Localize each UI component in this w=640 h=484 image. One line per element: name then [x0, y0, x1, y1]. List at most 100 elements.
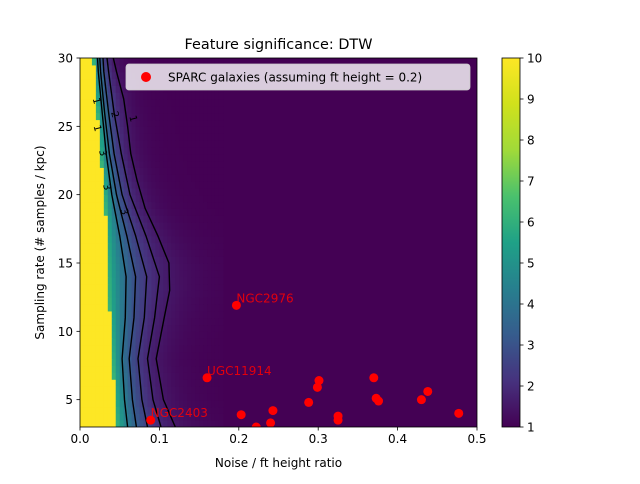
heatmap-cell [139, 358, 145, 367]
heatmap-cell [99, 297, 105, 305]
heatmap-cell [143, 133, 149, 141]
heatmap-cell [95, 92, 101, 100]
heatmap-cell [151, 386, 157, 394]
heatmap-cell [99, 358, 105, 367]
heatmap-cell [191, 283, 196, 291]
heatmap-cell [123, 242, 129, 250]
heatmap-cell [80, 358, 85, 367]
heatmap-cell [143, 119, 149, 127]
heatmap-cell [218, 338, 224, 346]
heatmap-cell [155, 256, 160, 264]
heatmap-cell [183, 99, 188, 107]
x-axis-label: Noise / ft height ratio [215, 456, 342, 470]
heatmap-cell [203, 174, 208, 182]
heatmap-cell [83, 222, 89, 230]
heatmap-cell [135, 174, 141, 182]
heatmap-cell [115, 304, 121, 312]
heatmap-cell [191, 297, 196, 305]
heatmap-cell [115, 379, 121, 387]
heatmap-cell [127, 235, 133, 244]
heatmap-cell [163, 249, 168, 257]
heatmap-cell [163, 283, 168, 291]
heatmap-cell [91, 208, 97, 216]
heatmap-cell [127, 324, 133, 332]
heatmap-cell [167, 146, 172, 155]
heatmap-cell [183, 208, 188, 216]
heatmap-cell [183, 413, 188, 421]
heatmap-cell [155, 351, 160, 360]
heatmap-cell [203, 263, 208, 271]
heatmap-cell [147, 201, 153, 209]
heatmap-cell [147, 187, 153, 196]
heatmap-cell [147, 310, 153, 319]
heatmap-cell [127, 160, 133, 168]
heatmap-cell [107, 392, 113, 401]
heatmap-cell [195, 399, 200, 408]
heatmap-cell [83, 215, 89, 223]
heatmap-cell [171, 92, 176, 100]
heatmap-cell [195, 372, 200, 380]
heatmap-cell [87, 399, 93, 408]
heatmap-cell [203, 283, 208, 291]
heatmap-cell [155, 276, 160, 285]
heatmap-cell [139, 208, 145, 216]
heatmap-cell [111, 297, 117, 305]
chart-title: Feature significance: DTW [185, 37, 373, 53]
heatmap-cell [183, 174, 188, 182]
heatmap-cell [143, 304, 149, 312]
heatmap-cell [179, 133, 184, 141]
heatmap-cell [187, 201, 192, 209]
heatmap-cell [103, 99, 109, 107]
heatmap-cell [115, 372, 121, 380]
heatmap-cell [119, 167, 125, 175]
heatmap-cell [163, 119, 168, 127]
y-tick-label: 5 [65, 393, 73, 407]
heatmap-cell [139, 372, 145, 380]
heatmap-cell [143, 112, 149, 121]
heatmap-cell [83, 269, 89, 278]
heatmap-cell [80, 256, 85, 264]
heatmap-cell [207, 126, 212, 134]
heatmap-cell [87, 372, 93, 380]
heatmap-cell [171, 345, 176, 353]
heatmap-cell [83, 351, 89, 360]
heatmap-cell [179, 181, 184, 189]
heatmap-cell [83, 249, 89, 257]
heatmap-cell [87, 358, 93, 367]
heatmap-cell [155, 242, 160, 250]
heatmap-cell [147, 140, 153, 148]
heatmap-cell [191, 324, 196, 332]
heatmap-cell [175, 406, 180, 414]
heatmap-cell [175, 201, 180, 209]
heatmap-cell [171, 399, 176, 408]
heatmap-cell [95, 228, 101, 237]
heatmap-cell [179, 392, 184, 401]
heatmap-cell [191, 174, 196, 182]
heatmap-cell [139, 92, 145, 100]
heatmap-cell [187, 187, 192, 196]
heatmap-cell [214, 153, 220, 162]
heatmap-cell [147, 153, 153, 162]
heatmap-cell [211, 119, 216, 127]
heatmap-cell [179, 194, 184, 203]
galaxy-label: NGC2403 [151, 406, 208, 420]
heatmap-cell [147, 112, 153, 121]
heatmap-cell [131, 119, 137, 127]
heatmap-cell [83, 283, 89, 291]
heatmap-cell [163, 297, 168, 305]
galaxy-point [231, 300, 241, 310]
heatmap-cell [207, 392, 212, 401]
heatmap-cell [103, 276, 109, 285]
heatmap-cell [87, 126, 93, 134]
heatmap-cell [143, 228, 149, 237]
heatmap-cell [167, 304, 172, 312]
heatmap-cell [91, 146, 97, 155]
heatmap-cell [87, 99, 93, 107]
heatmap-cell [218, 392, 224, 401]
heatmap-cell [83, 181, 89, 189]
heatmap-cell [135, 310, 141, 319]
heatmap-cell [218, 317, 224, 326]
heatmap-cell [171, 146, 176, 155]
heatmap-cell [119, 222, 125, 230]
heatmap-cell [179, 160, 184, 168]
